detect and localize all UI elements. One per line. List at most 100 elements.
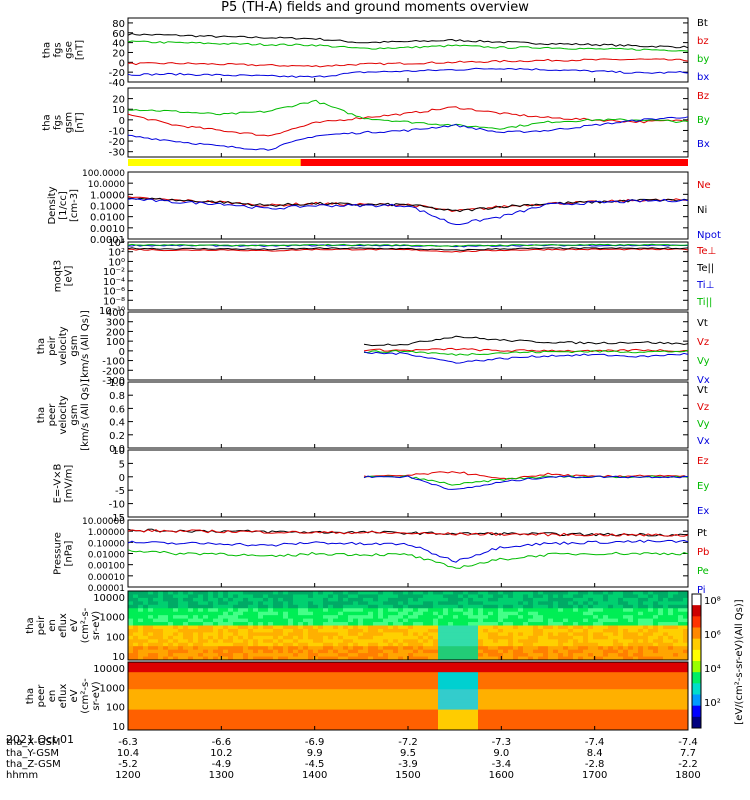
- spectrogram-cell: [488, 608, 494, 613]
- spectrogram-cell: [243, 685, 249, 690]
- spectrogram-cell: [383, 692, 389, 697]
- spectrogram-cell: [488, 594, 494, 599]
- spectrogram-cell: [253, 672, 259, 677]
- spectrogram-cell: [373, 649, 379, 654]
- spectrogram-cell: [638, 632, 644, 637]
- spectrogram-cell: [288, 689, 294, 694]
- xaxis-value: -5.2: [118, 759, 138, 770]
- spectrogram-cell: [588, 591, 594, 595]
- spectrogram-cell: [158, 639, 164, 644]
- spectrogram-cell: [238, 604, 244, 609]
- spectrogram-cell: [568, 591, 574, 595]
- spectrogram-cell: [408, 723, 414, 728]
- spectrogram-cell: [308, 723, 314, 728]
- spectrogram-cell: [468, 682, 474, 687]
- spectrogram-cell: [213, 639, 219, 644]
- spectrogram-cell: [358, 702, 364, 707]
- spectrogram-cell: [653, 726, 659, 731]
- spectrogram-cell: [438, 646, 444, 651]
- spectrogram-cell: [298, 656, 304, 661]
- spectrogram-cell: [208, 709, 214, 714]
- spectrogram-cell: [583, 646, 589, 651]
- spectrogram-cell: [143, 682, 149, 687]
- ylabel-line: tha: [25, 688, 36, 704]
- spectrogram-cell: [638, 719, 644, 724]
- spectrogram-cell: [418, 668, 424, 673]
- spectrogram-cell: [568, 692, 574, 697]
- spectrogram-cell: [608, 702, 614, 707]
- spectrogram-cell: [478, 713, 484, 717]
- spectrogram-cell: [658, 597, 664, 602]
- spectrogram-cell: [193, 723, 199, 728]
- spectrogram-cell: [198, 649, 204, 654]
- spectrogram-cell: [233, 723, 239, 728]
- spectrogram-cell: [588, 597, 594, 602]
- spectrogram-cell: [368, 668, 374, 673]
- spectrogram-cell: [393, 642, 399, 647]
- ytick-label: 100: [106, 337, 125, 348]
- spectrogram-cell: [213, 601, 219, 606]
- spectrogram-cell: [173, 662, 179, 666]
- spectrogram-cell: [588, 642, 594, 647]
- spectrogram-cell: [358, 653, 364, 658]
- spectrogram-cell: [503, 726, 509, 731]
- spectrogram-cell: [183, 646, 189, 651]
- spectrogram-cell: [503, 632, 509, 637]
- spectrogram-cell: [198, 594, 204, 599]
- spectrogram-cell: [143, 675, 149, 680]
- spectrogram-cell: [528, 628, 534, 633]
- spectrogram-cell: [343, 672, 349, 677]
- spectrogram-cell: [403, 622, 409, 626]
- spectrogram-cell: [528, 689, 534, 694]
- spectrogram-cell: [178, 653, 184, 658]
- spectrogram-cell: [498, 642, 504, 647]
- spectrogram-cell: [603, 601, 609, 606]
- spectrogram-cell: [253, 649, 259, 654]
- spectrogram-cell: [613, 682, 619, 687]
- spectrogram-cell: [283, 716, 289, 721]
- spectrogram-cell: [573, 618, 579, 623]
- spectrogram-cell: [473, 675, 479, 680]
- spectrogram-cell: [468, 615, 474, 620]
- spectrogram-cell: [283, 608, 289, 613]
- spectrogram-cell: [348, 685, 354, 690]
- spectrogram-cell: [253, 668, 259, 673]
- spectrogram-cell: [358, 604, 364, 609]
- spectrogram-cell: [673, 682, 679, 687]
- spectrogram-cell: [318, 672, 324, 677]
- spectrogram-cell: [223, 719, 229, 724]
- spectrogram-cell: [128, 632, 134, 637]
- spectrogram-cell: [218, 665, 224, 670]
- spectrogram-cell: [468, 665, 474, 670]
- spectrogram-cell: [533, 726, 539, 731]
- spectrogram-cell: [608, 653, 614, 658]
- spectrogram-cell: [423, 685, 429, 690]
- spectrogram-cell: [218, 675, 224, 680]
- xaxis-value: -7.3: [492, 737, 512, 748]
- spectrogram-cell: [603, 618, 609, 623]
- spectrogram-cell: [673, 597, 679, 602]
- spectrogram-cell: [508, 622, 514, 626]
- spectrogram-cell: [203, 723, 209, 728]
- spectrogram-cell: [168, 649, 174, 654]
- spectrogram-cell: [158, 668, 164, 673]
- spectrogram-cell: [398, 702, 404, 707]
- spectrogram-cell: [328, 642, 334, 647]
- spectrogram-cell: [193, 689, 199, 694]
- spectrogram-cell: [448, 702, 454, 707]
- spectrogram-cell: [273, 709, 279, 714]
- spectrogram-cell: [133, 662, 139, 666]
- spectrogram-cell: [293, 615, 299, 620]
- spectrogram-cell: [498, 699, 504, 704]
- spectrogram-cell: [668, 713, 674, 717]
- spectrogram-cell: [328, 597, 334, 602]
- spectrogram-cell: [133, 689, 139, 694]
- spectrogram-cell: [133, 649, 139, 654]
- spectrogram-cell: [263, 713, 269, 717]
- spectrogram-cell: [668, 706, 674, 711]
- spectrogram-cell: [163, 635, 169, 640]
- spectrogram-cell: [163, 716, 169, 721]
- spectrogram-cell: [548, 601, 554, 606]
- spectrogram-cell: [143, 719, 149, 724]
- spectrogram-cell: [638, 649, 644, 654]
